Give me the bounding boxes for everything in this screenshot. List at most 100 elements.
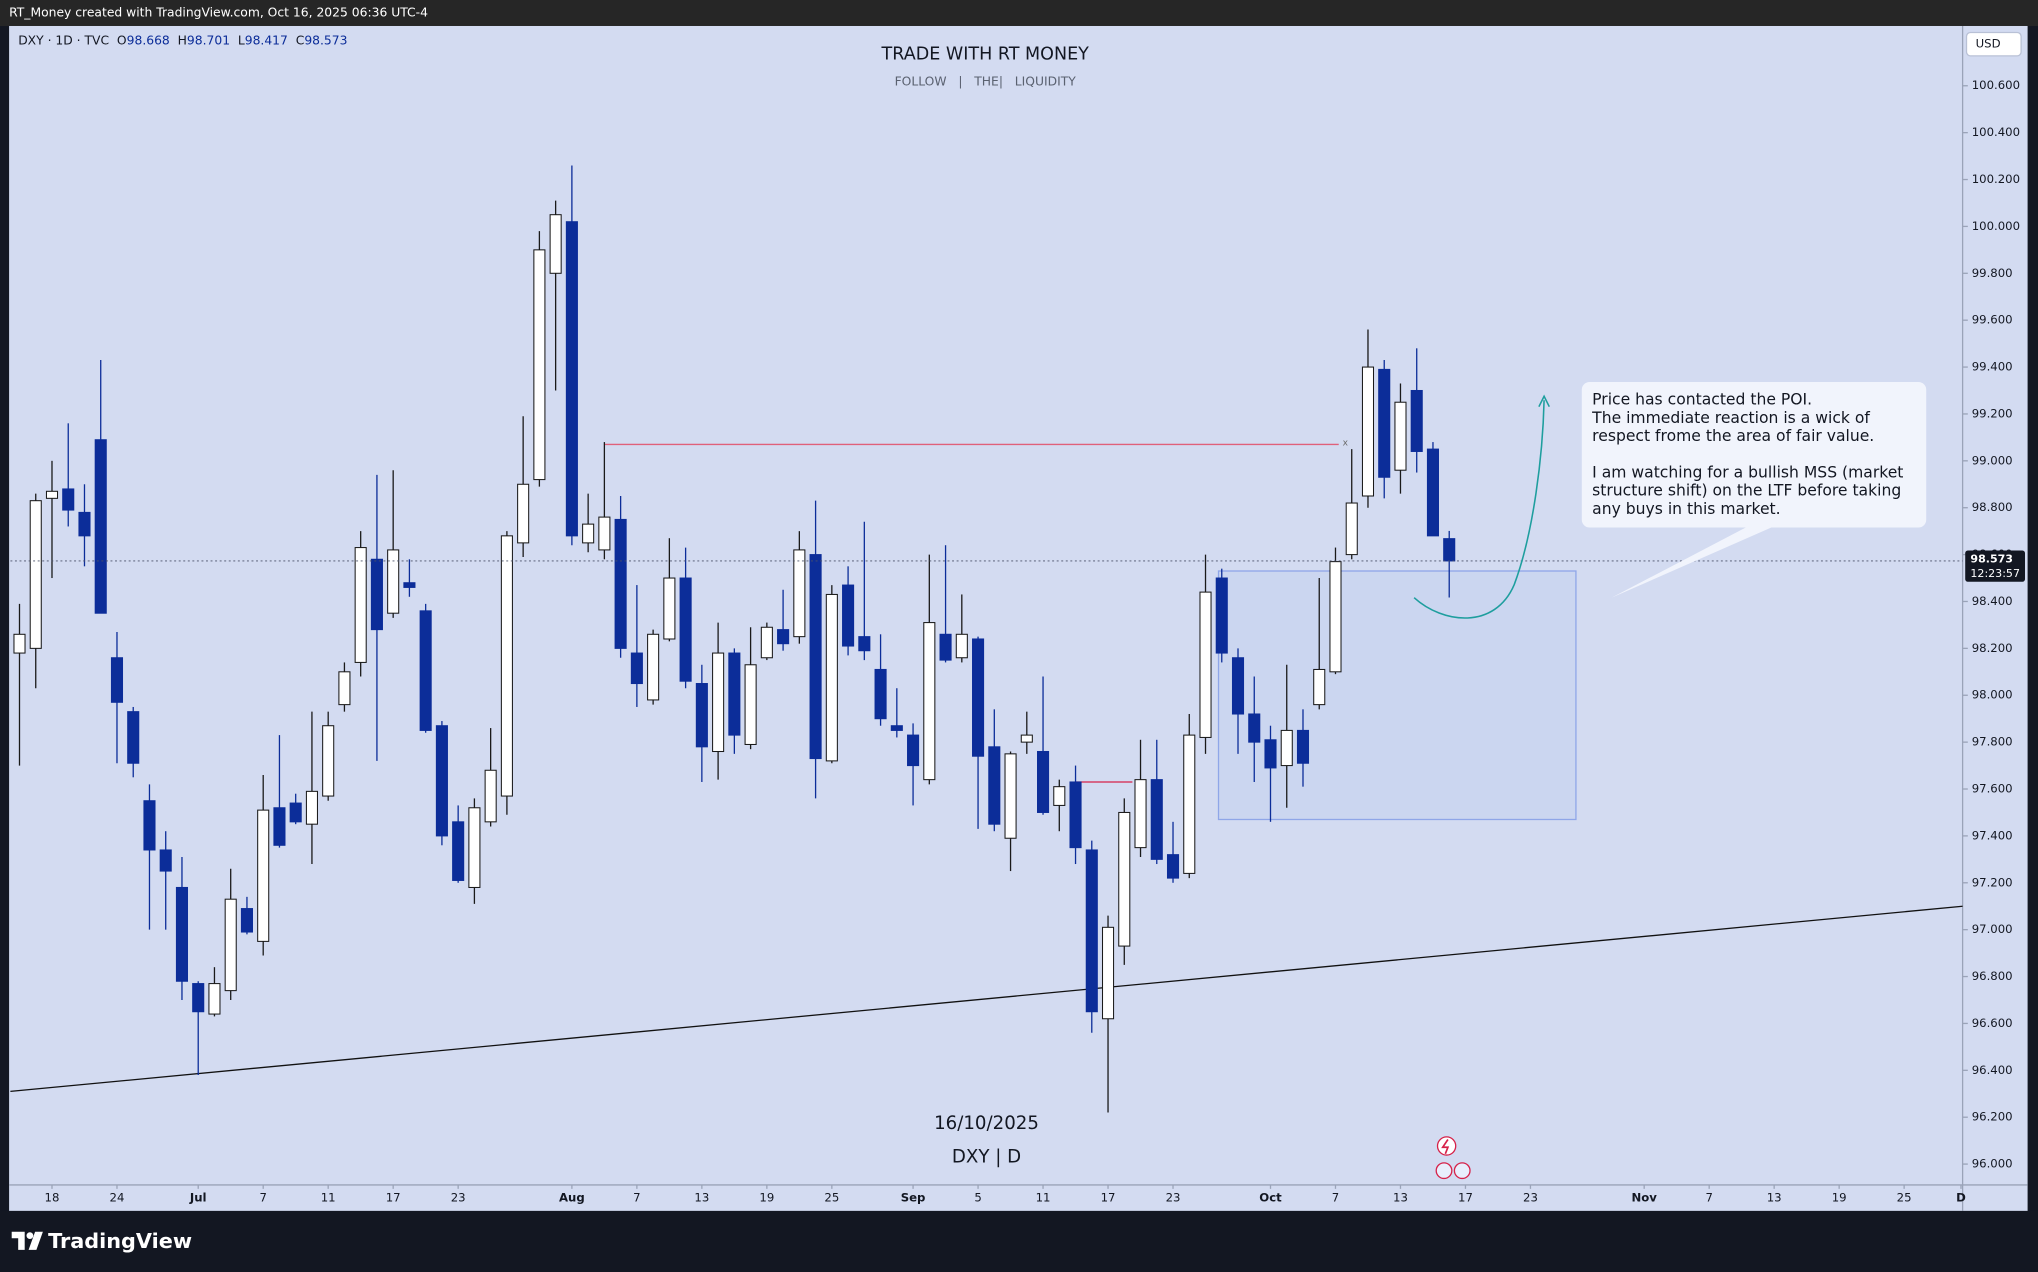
x-tick-label: 25 xyxy=(824,1190,839,1204)
event-icon[interactable] xyxy=(1436,1136,1457,1156)
candle-body xyxy=(127,711,140,764)
y-tick-label: 99.800 xyxy=(1972,266,2013,280)
watermark-symbol: DXY | D xyxy=(952,1147,1021,1168)
x-tick-label: Nov xyxy=(1631,1190,1657,1204)
candle-body xyxy=(858,636,871,652)
x-tick-label: 18 xyxy=(45,1190,60,1204)
candle-body xyxy=(159,849,172,872)
candle-body xyxy=(679,577,692,682)
candle-body xyxy=(110,657,124,703)
candle-body xyxy=(435,725,448,837)
y-tick-label: 100.000 xyxy=(1972,219,2020,233)
candle-body xyxy=(419,610,432,731)
ohlc-label: L xyxy=(238,33,245,47)
candle-body xyxy=(338,671,351,706)
y-tick-label: 96.600 xyxy=(1972,1016,2013,1030)
candle-body xyxy=(403,582,416,588)
candle-body xyxy=(533,249,546,481)
candle-body xyxy=(517,483,530,544)
candle-body xyxy=(1248,713,1261,743)
y-tick-label: 99.600 xyxy=(1972,313,2013,327)
x-tick-label: 23 xyxy=(1166,1190,1181,1204)
callout-line: I am watching for a bullish MSS (market xyxy=(1592,463,1903,481)
candle-body xyxy=(240,908,253,933)
candle-body xyxy=(809,554,822,760)
candle-body xyxy=(1085,849,1098,1013)
candle-body xyxy=(143,800,156,851)
candle-body xyxy=(29,500,42,649)
candle-body xyxy=(1004,753,1017,839)
symbol: DXY · 1D · TVC xyxy=(18,33,109,47)
callout-line: The immediate reaction is a wick of xyxy=(1591,409,1870,427)
callout-line: any buys in this market. xyxy=(1592,500,1780,518)
candle-body xyxy=(939,633,952,661)
candle-body xyxy=(78,511,91,537)
candle-body xyxy=(1231,657,1245,715)
candle-body xyxy=(972,638,985,757)
candle-body xyxy=(192,983,205,1013)
candle-body xyxy=(614,518,627,649)
y-tick-label: 100.400 xyxy=(1972,125,2020,139)
candle-body xyxy=(62,488,75,511)
candle-body xyxy=(289,802,302,823)
candle-body xyxy=(484,769,497,823)
brand-logo xyxy=(11,1231,43,1250)
callout-line: Price has contacted the POI. xyxy=(1592,391,1812,409)
chart-area xyxy=(9,25,2028,1211)
projection-arrowhead xyxy=(1538,394,1550,408)
candle-body xyxy=(777,629,790,645)
candle-body xyxy=(1215,577,1228,654)
candle-body xyxy=(1280,729,1293,767)
y-tick-label: 98.800 xyxy=(1972,500,2013,514)
x-tick-label: 7 xyxy=(1705,1190,1712,1204)
y-tick-label: 96.200 xyxy=(1972,1110,2013,1124)
candle-body xyxy=(1378,368,1391,478)
ohlc-value: 98.573 xyxy=(304,33,347,47)
candle-body xyxy=(955,633,968,659)
candle-body xyxy=(663,577,676,640)
y-tick-label: 98.400 xyxy=(1972,594,2013,608)
ohlc-value: 98.668 xyxy=(127,33,170,47)
x-tick-label: Oct xyxy=(1259,1190,1282,1204)
candle-body xyxy=(825,593,838,762)
x-tick-label: 13 xyxy=(1767,1190,1782,1204)
y-tick-label: 99.200 xyxy=(1972,406,2013,420)
candle-body xyxy=(370,558,383,631)
x-tick-label: 7 xyxy=(259,1190,266,1204)
candle-body xyxy=(273,807,286,846)
candle-body xyxy=(647,633,660,701)
x-tick-label: 11 xyxy=(1036,1190,1051,1204)
x-tick-label: 13 xyxy=(1393,1190,1408,1204)
candle-body xyxy=(13,633,26,654)
trendline xyxy=(10,905,1963,1093)
y-tick-label: 99.400 xyxy=(1972,360,2013,374)
candle-body xyxy=(874,668,887,720)
last-price-label: 98.573 xyxy=(1970,553,2013,566)
event-icon[interactable] xyxy=(1435,1162,1453,1180)
candle-body xyxy=(452,821,465,881)
x-tick-label: 17 xyxy=(386,1190,401,1204)
y-tick-label: 96.800 xyxy=(1972,969,2013,983)
y-tick-label: 97.000 xyxy=(1972,922,2013,936)
footer-bar xyxy=(0,1210,2038,1272)
candle-body xyxy=(1053,786,1066,806)
event-icon[interactable] xyxy=(1453,1162,1471,1180)
candle-body xyxy=(1361,366,1375,497)
candle-body xyxy=(728,652,741,736)
symbol-legend: DXY · 1D · TVC O98.668 H98.701 L98.417 C… xyxy=(18,33,347,47)
y-tick-label: 97.600 xyxy=(1972,782,2013,796)
callout-text: Price has contacted the POI.The immediat… xyxy=(1591,391,1903,518)
currency-box[interactable] xyxy=(1965,31,2022,57)
projection-curve xyxy=(1413,400,1545,619)
y-tick-label: 97.200 xyxy=(1972,875,2013,889)
candle-body xyxy=(760,626,773,659)
candle-body xyxy=(1199,591,1212,738)
candle-body xyxy=(923,622,936,781)
candle-body xyxy=(1150,779,1163,860)
x-tick-label: D xyxy=(1956,1190,1966,1204)
candle-body xyxy=(1426,448,1440,537)
x-tick-label: 24 xyxy=(110,1190,125,1204)
zone-box xyxy=(1217,570,1577,821)
candle-body xyxy=(907,734,920,767)
